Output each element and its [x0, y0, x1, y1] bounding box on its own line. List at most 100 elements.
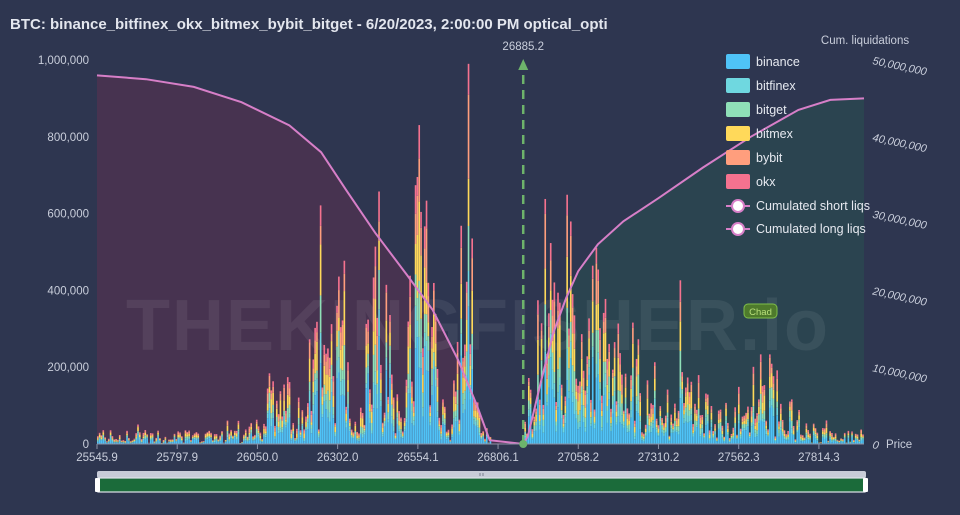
legend[interactable]: binance bitfinex bitget bitmex bybit okx Cumul… [726, 54, 870, 236]
bar-okx [664, 415, 667, 419]
legend-swatch [726, 150, 750, 165]
bar-bitmex [604, 332, 607, 362]
bar-bitget [608, 376, 610, 393]
bar-bitfinex [752, 412, 755, 425]
bar-bybit [443, 408, 446, 413]
bar-okx [758, 399, 760, 402]
bar-bitfinex [568, 391, 570, 399]
bar-bitfinex [611, 404, 614, 414]
legend-item-line-0[interactable]: Cumulated short liqs [726, 199, 870, 213]
bar-bybit [449, 440, 452, 441]
bar-bitfinex [453, 418, 455, 428]
bar-bitfinex [588, 367, 590, 375]
bar-bitmex [164, 438, 167, 440]
bar-bybit [559, 314, 561, 326]
bar-bybit [643, 435, 645, 437]
bar-bitmex [787, 434, 789, 437]
legend-item-line-1[interactable]: Cumulated long liqs [726, 222, 866, 236]
bar-binance [842, 442, 844, 444]
bar-bitmex [126, 433, 128, 436]
bar-bitfinex [595, 363, 598, 378]
bar-okx [401, 431, 404, 433]
bar-bitfinex [301, 425, 304, 430]
bar-bitget [447, 435, 450, 438]
bar-bitget [792, 434, 795, 435]
bar-bitget [535, 421, 537, 426]
bar-okx [414, 185, 417, 214]
badge-box[interactable] [743, 303, 778, 319]
bar-bitfinex [436, 411, 439, 418]
bar-bitget [414, 274, 417, 306]
bar-okx [694, 403, 696, 407]
legend-item-binance[interactable]: binance [726, 54, 800, 69]
bar-binance [783, 439, 786, 444]
bar-binance [670, 432, 673, 444]
bar-bitfinex [250, 432, 253, 434]
bar-bybit [582, 378, 585, 390]
bar-binance [381, 436, 384, 444]
bar-bitfinex [847, 437, 850, 439]
bar-binance [661, 432, 663, 444]
bar-bitmex [299, 432, 302, 435]
bar-bybit [423, 248, 426, 268]
slider-handle-right[interactable] [863, 478, 868, 492]
bar-bitget [569, 321, 572, 342]
bar-okx [104, 437, 106, 438]
bar-bybit [842, 439, 844, 441]
bar-bitmex [290, 433, 293, 439]
bar-binance [427, 371, 430, 444]
bar-bybit [162, 440, 165, 442]
bar-bitget [703, 436, 705, 438]
bar-bybit [551, 315, 554, 341]
slider-range[interactable] [97, 477, 866, 493]
bar-bitmex [734, 417, 736, 424]
chad-badge[interactable]: Chad [743, 303, 778, 319]
bar-bitget [265, 433, 267, 436]
bar-binance [188, 439, 190, 444]
bar-bitmex [800, 436, 802, 439]
bar-bybit [579, 385, 581, 394]
bar-bitfinex [184, 438, 187, 441]
bar-bitmex [359, 418, 362, 427]
bar-binance [274, 438, 276, 444]
bar-bybit [115, 439, 117, 441]
slider-handle-left[interactable] [95, 478, 100, 492]
bar-okx [126, 430, 128, 433]
bar-okx [703, 433, 705, 434]
bar-bitfinex [825, 435, 828, 438]
bar-bitfinex [778, 432, 780, 437]
legend-item-bitfinex[interactable]: bitfinex [726, 78, 796, 93]
bar-bitmex [113, 441, 116, 442]
bar-bitfinex [210, 437, 212, 439]
bar-bitmex [246, 438, 249, 440]
bar-binance [204, 439, 207, 444]
bar-okx [834, 433, 837, 435]
legend-item-bybit[interactable]: bybit [726, 150, 783, 165]
bar-bitget [332, 407, 335, 415]
bar-bitfinex [626, 428, 629, 433]
bar-bitget [531, 437, 534, 439]
bar-okx [135, 433, 137, 435]
legend-item-bitget[interactable]: bitget [726, 102, 787, 117]
bar-bitget [246, 439, 249, 441]
bar-bybit [697, 382, 700, 398]
bar-bitget [133, 440, 136, 442]
bar-bitfinex [277, 430, 280, 434]
bar-bybit [179, 433, 181, 435]
legend-item-okx[interactable]: okx [726, 174, 776, 189]
bar-bitfinex [104, 440, 106, 442]
bar-bitget [829, 435, 831, 438]
slider-track[interactable] [97, 471, 866, 478]
legend-item-bitmex[interactable]: bitmex [726, 126, 794, 141]
bar-binance [778, 436, 780, 444]
bar-bitget [323, 384, 326, 395]
bar-binance [359, 434, 362, 444]
bar-bitmex [434, 343, 437, 367]
bar-okx [825, 420, 828, 424]
bar-binance [679, 398, 682, 444]
bar-bybit [381, 423, 384, 428]
zoom-slider[interactable] [95, 471, 868, 493]
bar-bitfinex [246, 440, 249, 442]
bar-bybit [858, 439, 861, 441]
bar-binance [347, 408, 349, 444]
